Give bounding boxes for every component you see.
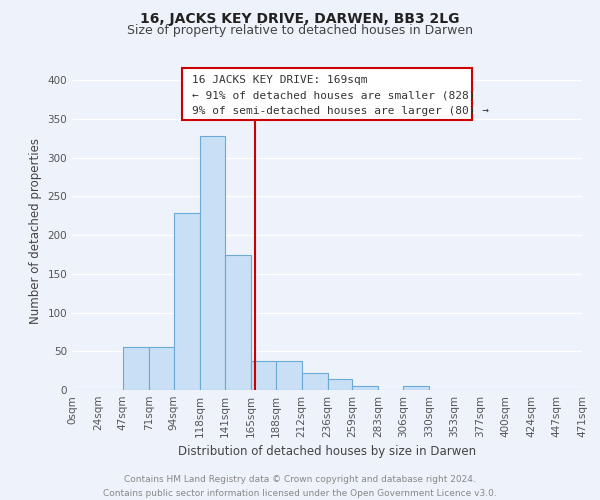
Bar: [302, 373, 328, 390]
Bar: [403, 386, 430, 390]
X-axis label: Distribution of detached houses by size in Darwen: Distribution of detached houses by size …: [178, 446, 476, 458]
Text: 16 JACKS KEY DRIVE: 169sqm: 16 JACKS KEY DRIVE: 169sqm: [192, 75, 367, 85]
Bar: [149, 348, 174, 390]
Text: 16, JACKS KEY DRIVE, DARWEN, BB3 2LG: 16, JACKS KEY DRIVE, DARWEN, BB3 2LG: [140, 12, 460, 26]
Bar: [352, 386, 379, 390]
Bar: [251, 360, 275, 390]
Bar: [200, 136, 224, 390]
Y-axis label: Number of detached properties: Number of detached properties: [29, 138, 42, 324]
Text: Contains HM Land Registry data © Crown copyright and database right 2024.
Contai: Contains HM Land Registry data © Crown c…: [103, 476, 497, 498]
Bar: [275, 360, 302, 390]
Bar: [224, 256, 251, 390]
Text: ← 91% of detached houses are smaller (828): ← 91% of detached houses are smaller (82…: [192, 90, 475, 101]
Text: 9% of semi-detached houses are larger (80) →: 9% of semi-detached houses are larger (8…: [192, 106, 489, 116]
Bar: [174, 214, 200, 390]
Bar: [328, 379, 352, 390]
Text: Size of property relative to detached houses in Darwen: Size of property relative to detached ho…: [127, 24, 473, 37]
FancyBboxPatch shape: [182, 68, 472, 120]
Bar: [123, 348, 149, 390]
